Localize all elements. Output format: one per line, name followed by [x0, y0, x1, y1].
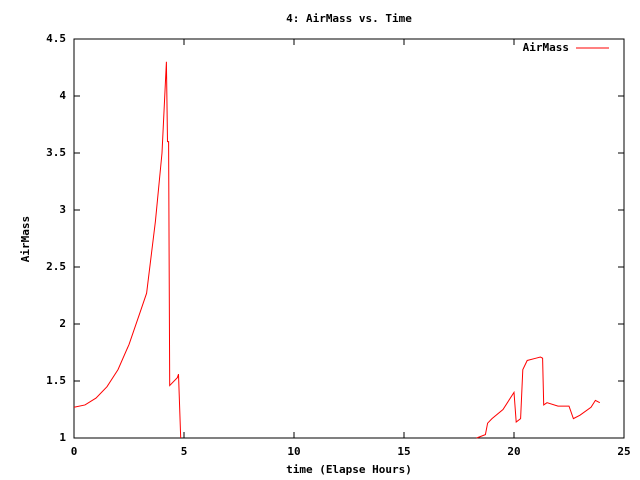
x-tick-label: 0: [71, 445, 78, 458]
legend-label: AirMass: [523, 41, 569, 54]
y-axis-label: AirMass: [19, 216, 32, 262]
x-tick-label: 15: [397, 445, 410, 458]
y-tick-label: 3: [59, 203, 66, 216]
x-axis-label: time (Elapse Hours): [286, 463, 412, 476]
plot-border: [73, 38, 625, 439]
data-line: [73, 61, 601, 439]
y-tick-label: 2: [59, 317, 66, 330]
y-tick-label: 2.5: [46, 260, 66, 273]
chart-title: 4: AirMass vs. Time: [286, 12, 412, 25]
y-tick-label: 1.5: [46, 374, 66, 387]
x-tick-label: 25: [617, 445, 630, 458]
y-tick-label: 3.5: [46, 146, 66, 159]
y-tick-label: 4.5: [46, 32, 66, 45]
x-tick-label: 10: [287, 445, 300, 458]
y-tick-label: 1: [59, 431, 66, 444]
x-tick-label: 5: [181, 445, 188, 458]
x-tick-label: 20: [507, 445, 520, 458]
y-tick-label: 4: [59, 89, 66, 102]
